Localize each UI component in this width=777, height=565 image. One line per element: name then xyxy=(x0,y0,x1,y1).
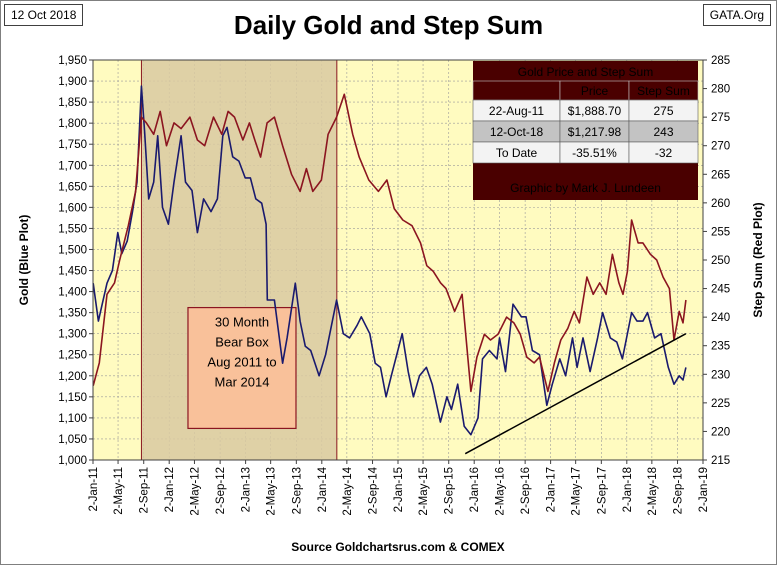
x-tick-label: 2-Sep-15 xyxy=(444,467,456,514)
x-tick-label: 2-Sep-14 xyxy=(368,466,380,514)
y-tick-label: 1,600 xyxy=(58,202,87,214)
y-axis-right: 215 220 225 230 235 240 245 250 255 260 265 270 275 2… xyxy=(703,55,730,467)
step-sum-line xyxy=(92,93,687,393)
x-tick-label: 2-May-18 xyxy=(647,467,659,516)
x-tick-label: 2-Jan-11 xyxy=(88,467,100,512)
y-axis-label: Gold (Blue Plot) xyxy=(17,215,31,306)
table-cell-text: 243 xyxy=(653,125,673,139)
x-tick-label: 2-Jan-13 xyxy=(241,467,253,512)
y2-tick-label: 250 xyxy=(711,255,730,267)
table-cell-text: $1,217.98 xyxy=(568,125,622,139)
x-tick-label: 2-May-12 xyxy=(189,467,201,516)
y2-tick-label: 265 xyxy=(711,169,730,181)
x-tick-label: 2-Sep-12 xyxy=(215,467,227,514)
y2-tick-label: 235 xyxy=(711,341,730,353)
y2-tick-label: 260 xyxy=(711,198,730,210)
chart-title: Daily Gold and Step Sum xyxy=(233,10,544,40)
table-cell-text: $1,888.70 xyxy=(568,104,622,118)
trend-line xyxy=(464,333,687,455)
y-tick-label: 1,950 xyxy=(58,55,87,67)
y2-tick-label: 220 xyxy=(711,426,730,438)
table-cell xyxy=(628,141,699,164)
x-tick-label: 2-Jan-17 xyxy=(546,467,558,512)
x-tick-label: 2-May-11 xyxy=(113,467,125,515)
x-tick-label: 2-Jan-19 xyxy=(698,467,710,512)
y-tick-label: 1,750 xyxy=(58,139,87,151)
x-axis: 2-Jan-11 2-May-11 2-Sep-11 2-Jan-12 2-May-12… xyxy=(88,460,710,516)
table-header-cell xyxy=(472,80,561,101)
y-tick-label: 1,200 xyxy=(58,371,87,383)
y-tick-label: 1,050 xyxy=(58,434,87,446)
table-title: Gold Price and Step Sum xyxy=(518,65,653,79)
y-tick-label: 1,700 xyxy=(58,160,87,172)
x-tick-label: 2-May-16 xyxy=(494,467,506,516)
date-tag: 12 Oct 2018 xyxy=(4,4,84,26)
source-label: Source Goldchartsrus.com & COMEX xyxy=(291,540,504,554)
y2-tick-label: 245 xyxy=(711,284,730,296)
y-tick-label: 1,350 xyxy=(58,308,87,320)
x-tick-label: 2-Jan-18 xyxy=(622,467,634,512)
y-tick-label: 1,150 xyxy=(58,392,87,404)
table-credit: Graphic by Mark J. Lundeen xyxy=(510,181,661,195)
table-cell-text: 275 xyxy=(653,104,673,118)
y-tick-label: 1,450 xyxy=(58,266,87,278)
y-tick-label: 1,650 xyxy=(58,181,87,193)
y-tick-label: 1,100 xyxy=(58,413,87,425)
y2-axis-label: Step Sum (Red Plot) xyxy=(751,202,765,317)
y2-tick-label: 270 xyxy=(711,141,730,153)
y2-tick-label: 240 xyxy=(711,312,730,324)
x-tick-label: 2-Jan-12 xyxy=(164,467,176,512)
y-tick-label: 1,800 xyxy=(58,118,87,130)
series-lines xyxy=(92,85,687,455)
x-tick-label: 2-Sep-11 xyxy=(139,467,151,513)
table-cell-text: -32 xyxy=(655,146,673,160)
y2-tick-label: 280 xyxy=(711,84,730,96)
bear-box-label-line: Aug 2011 to xyxy=(207,355,276,370)
x-tick-label: 2-Sep-17 xyxy=(596,467,608,514)
y2-tick-label: 255 xyxy=(711,226,730,238)
y-tick-label: 1,000 xyxy=(58,455,87,467)
table-cell-text: 12-Oct-18 xyxy=(490,125,544,139)
x-tick-label: 2-Jan-16 xyxy=(469,467,481,512)
y2-tick-label: 275 xyxy=(711,112,730,124)
x-tick-label: 2-May-15 xyxy=(418,467,430,516)
y-tick-label: 1,850 xyxy=(58,97,87,109)
table-header-label: Price xyxy=(581,84,609,98)
y2-tick-label: 285 xyxy=(711,55,730,67)
bear-box-label-line: 30 Month xyxy=(215,315,269,330)
bear-box-label-line: Bear Box xyxy=(215,335,269,350)
y2-tick-label: 215 xyxy=(711,455,730,467)
x-tick-label: 2-May-17 xyxy=(571,467,583,516)
y2-tick-label: 230 xyxy=(711,369,730,381)
bear-box-label-line: Mar 2014 xyxy=(215,375,270,390)
y-tick-label: 1,550 xyxy=(58,223,87,235)
y-tick-label: 1,250 xyxy=(58,350,87,362)
table-cell-text: To Date xyxy=(496,146,538,160)
x-tick-label: 2-Sep-16 xyxy=(520,467,532,514)
x-tick-label: 2-May-14 xyxy=(342,466,354,515)
y-tick-label: 1,900 xyxy=(58,76,87,88)
x-tick-label: 2-Jan-15 xyxy=(393,467,405,512)
bear-box: 30 Month Bear Box Aug 2011 to Mar 2014 xyxy=(140,59,338,461)
x-tick-label: 2-Sep-13 xyxy=(291,467,303,514)
table-cell-text: -35.51% xyxy=(572,146,617,160)
y-tick-label: 1,400 xyxy=(58,287,87,299)
x-tick-label: 2-Jan-14 xyxy=(317,466,329,512)
y2-tick-label: 225 xyxy=(711,398,730,410)
table-cell-text: 22-Aug-11 xyxy=(489,104,544,118)
y-tick-label: 1,500 xyxy=(58,244,87,256)
x-tick-label: 2-Sep-18 xyxy=(673,467,685,514)
table-header-label: Step Sum xyxy=(637,84,690,98)
x-tick-label: 2-May-13 xyxy=(266,467,278,516)
y-axis-left: 1,000 1,050 1,100 1,150 1,200 1,250 1,300 1,350… xyxy=(58,55,93,467)
site-tag: GATA.Org xyxy=(702,4,771,26)
y-tick-label: 1,300 xyxy=(58,329,87,341)
data-table: Gold Price and Step Sum Price Step Sum 22-A… xyxy=(472,61,699,200)
gold-price-line xyxy=(92,85,687,436)
